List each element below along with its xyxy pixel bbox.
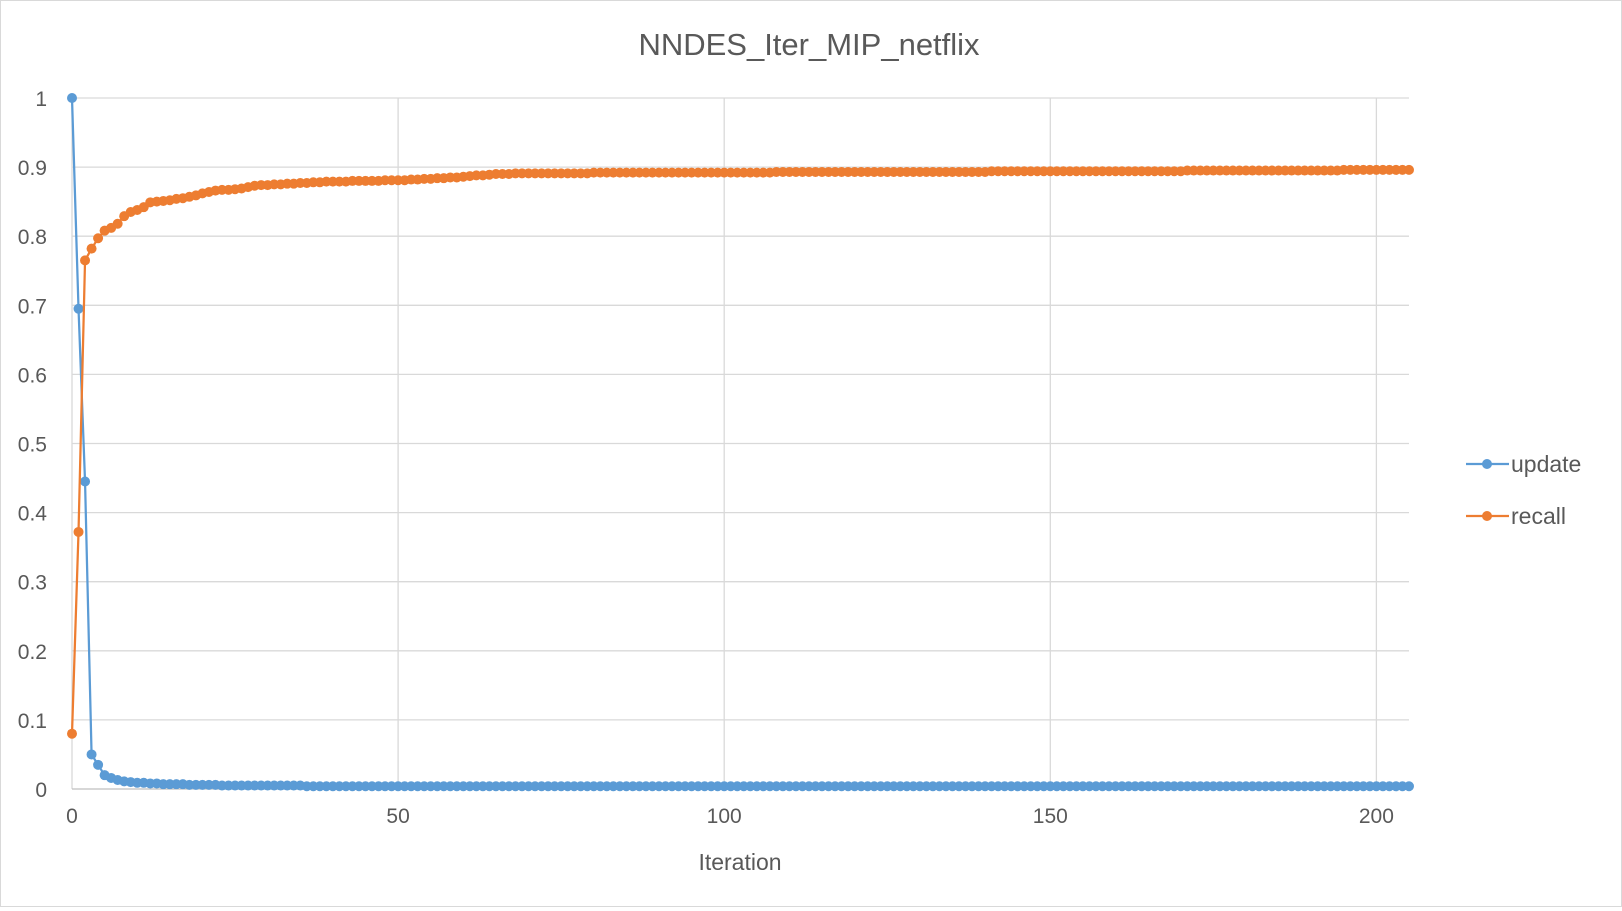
data-point-recall [1404,164,1414,175]
x-tick-label: 200 [1359,805,1394,828]
legend: update recall [1466,451,1581,529]
data-point-recall [73,526,84,537]
gridlines [71,97,1409,789]
y-tick-label: 0.5 [18,434,47,457]
y-tick-label: 0.8 [18,226,47,249]
legend-marker-recall [1482,511,1492,521]
x-tick-label: 100 [707,805,742,828]
y-tick-label: 0.4 [18,503,48,526]
data-point-recall [80,255,91,266]
x-tick-label: 150 [1033,805,1068,828]
data-point-update [1404,781,1414,792]
data-point-update [73,303,84,314]
y-tick-label: 0.3 [18,572,47,595]
series-line-update [70,97,1409,788]
legend-marker-update [1482,459,1492,469]
y-tick-label: 0.1 [18,710,47,733]
axes: 0 0.1 0.2 0.3 0.4 0.5 0.6 0.7 0.8 0.9 1 0 50 100 150 20… [18,88,1409,828]
legend-label-recall: recall [1511,503,1566,529]
y-tick-label: 0.2 [18,641,47,664]
data-point-recall [112,218,123,229]
x-tick-label: 0 [66,805,78,828]
series-lines [67,93,1414,792]
y-tick-label: 0.6 [18,364,47,387]
data-point-update [93,759,104,770]
y-tick-label: 0 [35,779,47,802]
y-tick-label: 0.9 [18,157,47,180]
data-point-update [86,749,97,760]
chart-title: NNDES_Iter_MIP_netflix [638,27,980,62]
data-point-recall [93,233,104,244]
series-line-recall [70,168,1409,734]
x-axis-label: Iteration [698,849,781,875]
data-point-update [67,93,77,103]
x-tick-label: 50 [386,805,409,828]
y-tick-label: 0.7 [18,295,47,318]
data-point-recall [86,243,97,254]
y-tick-label: 1 [35,88,47,111]
data-point-update [80,476,91,487]
legend-label-update: update [1511,451,1581,477]
data-point-recall [67,728,77,739]
